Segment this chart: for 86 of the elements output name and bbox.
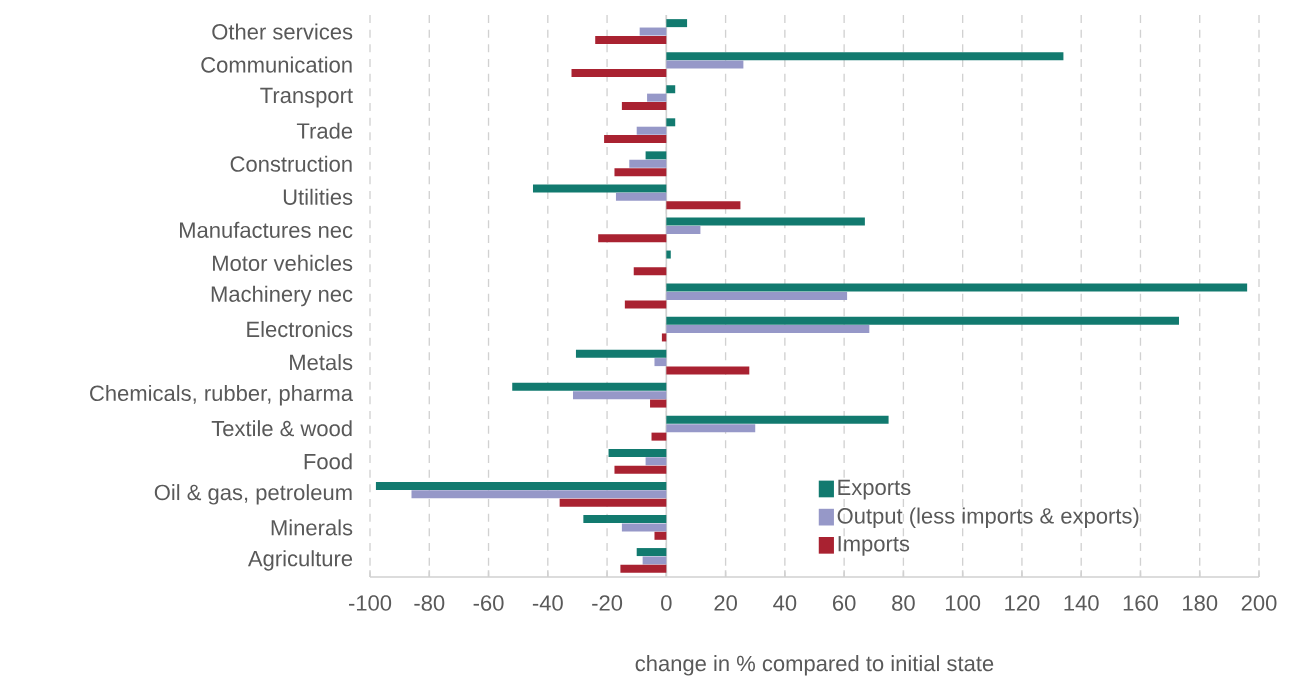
- bar: [666, 19, 688, 28]
- x-tick-label: 180: [1183, 595, 1218, 611]
- bar: [608, 448, 667, 457]
- bar: [629, 159, 667, 168]
- bar: [559, 498, 667, 507]
- bar: [575, 349, 667, 358]
- bar: [636, 548, 667, 557]
- bar: [666, 217, 865, 226]
- bar: [595, 35, 667, 44]
- y-tick-label: Construction: [230, 155, 352, 172]
- y-tick-label: Chemicals, rubber, pharma: [90, 384, 354, 406]
- bar: [666, 283, 1248, 292]
- bar: [666, 250, 671, 259]
- bar: [650, 399, 667, 408]
- x-tick-label: 200: [1241, 595, 1277, 611]
- x-tick-label: -60: [473, 595, 504, 611]
- bar: [666, 52, 1064, 61]
- bar: [666, 316, 1179, 325]
- legend-label: Exports: [838, 479, 911, 500]
- x-tick-label: 120: [1005, 595, 1040, 611]
- x-tick-label: 80: [892, 595, 915, 611]
- bar: [620, 564, 667, 573]
- x-tick-label: -40: [532, 595, 563, 611]
- x-axis-title: change in % compared to initial state: [635, 655, 994, 676]
- bar: [666, 85, 676, 94]
- bar: [666, 325, 870, 334]
- bar: [645, 151, 667, 160]
- bar: [572, 391, 667, 400]
- y-tick-label: Agriculture: [247, 550, 353, 571]
- bar: [647, 93, 667, 102]
- bar: [598, 234, 667, 243]
- y-tick-label: Motor vehicles: [213, 254, 353, 272]
- bar: [633, 267, 667, 276]
- y-tick-label: Machinery nec: [211, 285, 353, 307]
- bar: [666, 366, 750, 375]
- bar: [636, 126, 667, 135]
- bar: [642, 556, 667, 565]
- y-tick-label: Utilities: [283, 188, 353, 205]
- bar: [614, 465, 667, 474]
- y-tick-label: Manufactures nec: [180, 221, 353, 238]
- bar: [621, 102, 667, 111]
- legend-label: Output (less imports & exports): [837, 507, 1139, 529]
- x-tick-label: 100: [945, 595, 981, 611]
- y-tick-label: Electronics: [247, 320, 353, 338]
- bar: [624, 300, 667, 309]
- bar: [666, 415, 889, 424]
- bar: [651, 432, 667, 441]
- y-tick-label: Food: [304, 453, 352, 470]
- bar: [375, 481, 667, 490]
- y-tick-label: Communication: [201, 56, 352, 73]
- bar: [666, 60, 744, 69]
- y-tick-label: Metals: [290, 354, 353, 371]
- bar: [639, 27, 667, 36]
- bar: [411, 490, 667, 499]
- bar: [621, 523, 667, 532]
- bar: [615, 192, 667, 201]
- bar: [666, 118, 676, 127]
- bar: [604, 135, 667, 144]
- bar: [666, 225, 701, 234]
- bar: [666, 201, 741, 210]
- x-tick-label: 40: [773, 595, 797, 611]
- x-tick-label: -20: [592, 595, 623, 611]
- bar: [666, 292, 848, 300]
- legend-label: Imports: [838, 536, 910, 556]
- y-tick-label: Textile & wood: [211, 420, 352, 437]
- y-tick-label: Oil & gas, petroleum: [154, 484, 352, 505]
- bar: [666, 424, 756, 433]
- x-tick-label: -100: [348, 595, 392, 611]
- y-tick-label: Other services: [212, 23, 353, 40]
- x-tick-label: 20: [714, 595, 737, 611]
- x-tick-label: 60: [833, 595, 856, 611]
- y-tick-label: Minerals: [271, 519, 353, 536]
- bar: [512, 382, 667, 391]
- bar: [614, 168, 667, 177]
- x-tick-label: 0: [661, 595, 672, 611]
- bar: [654, 358, 667, 367]
- x-tick-label: 140: [1064, 595, 1099, 611]
- bar: [645, 457, 667, 466]
- bar: [532, 184, 667, 193]
- x-tick-label: -80: [414, 595, 445, 611]
- y-tick-label: Trade: [296, 122, 353, 139]
- x-tick-label: 160: [1123, 595, 1158, 611]
- y-tick-label: Transport: [260, 87, 353, 108]
- bar: [583, 515, 667, 524]
- bar: [571, 68, 667, 77]
- bar: [654, 531, 667, 540]
